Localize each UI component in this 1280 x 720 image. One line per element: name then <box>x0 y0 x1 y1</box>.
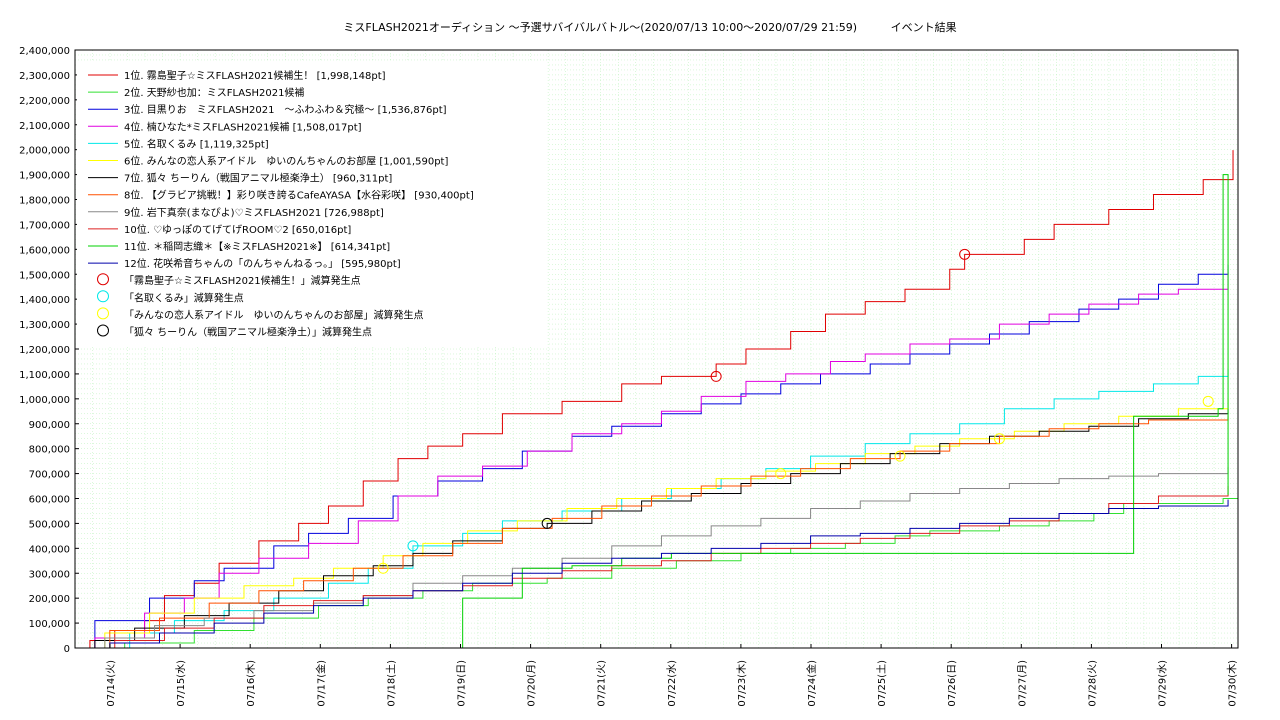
y-tick-label: 1,400,000 <box>19 295 70 306</box>
y-tick-label: 200,000 <box>29 594 70 605</box>
x-tick-label: 07/28(火) <box>1086 660 1098 707</box>
y-tick-label: 0 <box>64 644 70 655</box>
series-line-2 <box>75 493 1239 649</box>
y-tick-label: 1,000,000 <box>19 395 70 406</box>
chart-title-text: ミスFLASH2021オーディション 〜予選サバイバルバトル〜(2020/07/… <box>343 20 857 34</box>
legend-entry: 8位. 【グラビア挑戦！】彩り咲き誇るCafeAYASA【水谷彩咲】 [930,… <box>124 189 474 202</box>
x-tick-label: 07/27(月) <box>1016 660 1028 707</box>
chart-title-suffix: イベント結果 <box>891 20 957 34</box>
reduction-marker <box>1202 395 1214 407</box>
x-tick-label: 07/23(木) <box>736 660 748 707</box>
legend-entry: 5位. 名取くるみ [1,119,325pt] <box>124 137 269 150</box>
x-tick-label: 07/17(金) <box>314 660 327 707</box>
legend-entry: 6位. みんなの恋人系アイドル ゆいのんちゃんのお部屋 [1,001,590pt… <box>124 155 448 168</box>
y-tick-label: 1,900,000 <box>19 171 70 182</box>
series-layer <box>75 150 1239 649</box>
y-tick-label: 900,000 <box>29 420 70 431</box>
legend-marker <box>97 290 109 303</box>
y-tick-label: 800,000 <box>29 445 70 456</box>
reduction-marker <box>407 540 419 552</box>
legend: 1位. 霧島聖子☆ミスFLASH2021候補生！ [1,998,148pt] 2位… <box>77 62 547 346</box>
legend-marker-entry: 「霧島聖子☆ミスFLASH2021候補生！」減算発生点 <box>124 274 361 287</box>
y-tick-label: 2,200,000 <box>19 96 70 107</box>
legend-entry: 12位. 花咲希音ちゃんの「のんちゃんねるっ。」 [595,980pt] <box>124 257 401 270</box>
x-tick-label: 07/19(日) <box>457 660 468 707</box>
reduction-marker <box>541 517 553 529</box>
y-tick-label: 1,100,000 <box>19 370 70 381</box>
y-tick-label: 1,700,000 <box>19 220 70 231</box>
y-tick-label: 300,000 <box>29 569 70 580</box>
x-tick-label: 07/15(水) <box>175 660 187 707</box>
series-line-10 <box>75 486 1229 649</box>
y-tick-label: 2,400,000 <box>19 46 70 57</box>
legend-marker-entry: 「みんなの恋人系アイドル ゆいのんちゃんのお部屋」減算発生点 <box>124 308 424 321</box>
legend-box <box>77 62 547 346</box>
y-tick-label: 700,000 <box>29 470 70 481</box>
legend-marker-entry: 「狐々 ちーりん（戦国アニマル極楽浄土）」減算発生点 <box>124 326 372 339</box>
x-tick-label: 07/29(水) <box>1157 660 1169 707</box>
reduction-marker <box>894 450 906 462</box>
legend-marker <box>97 307 109 320</box>
y-tick-label: 400,000 <box>29 544 70 555</box>
x-tick-label: 07/25(土) <box>875 660 888 707</box>
legend-entry: 1位. 霧島聖子☆ミスFLASH2021候補生！ [1,998,148pt] <box>124 69 386 82</box>
reduction-marker <box>993 433 1005 445</box>
x-tick-label: 07/18(土) <box>384 660 397 707</box>
reduction-marker <box>775 468 787 480</box>
y-tick-label: 1,600,000 <box>19 245 70 256</box>
y-tick-label: 1,500,000 <box>19 270 70 281</box>
x-tick-label: 07/21(火) <box>596 660 608 707</box>
x-tick-label: 07/14(火) <box>105 660 117 707</box>
legend-entry: 2位. 天野紗也加：ミスFLASH2021候補 <box>124 86 304 99</box>
legend-entry: 10位. ♡ゆっぽのてげてげROOM♡2 [650,016pt] <box>124 223 351 236</box>
y-tick-label: 2,300,000 <box>19 71 70 82</box>
series-line-1 <box>75 150 1234 649</box>
x-tick-label: 07/20(月) <box>526 660 538 707</box>
legend-entry: 4位. 楠ひなた*ミスFLASH2021候補 [1,508,017pt] <box>124 120 362 133</box>
series-line-8 <box>75 416 1229 649</box>
x-tick-label: 07/26(日) <box>947 660 958 707</box>
y-tick-label: 2,000,000 <box>19 146 70 157</box>
y-tick-label: 1,200,000 <box>19 345 70 356</box>
reduction-marker <box>959 248 971 260</box>
legend-marker <box>97 273 109 286</box>
markers-layer <box>377 248 1214 574</box>
legend-marker-entry: 「名取くるみ」減算発生点 <box>124 291 244 304</box>
series-line-12 <box>75 499 1229 649</box>
y-tick-label: 500,000 <box>29 519 70 530</box>
x-tick-label: 07/22(水) <box>666 660 678 707</box>
x-tick-label: 07/16(木) <box>245 660 257 707</box>
series-line-6 <box>75 398 1229 649</box>
legend-entry: 3位. 目黒りお ミスFLASH2021 〜ふわふわ＆究極〜 [1,536,87… <box>124 103 447 116</box>
x-tick-label: 07/30(木) <box>1227 660 1239 707</box>
y-tick-label: 100,000 <box>29 619 70 630</box>
y-tick-label: 1,300,000 <box>19 320 70 331</box>
series-line-11 <box>452 174 1229 649</box>
reduction-marker <box>377 562 389 574</box>
legend-marker <box>97 324 109 337</box>
y-tick-label: 1,800,000 <box>19 196 70 207</box>
legend-entry: 7位. 狐々 ちーりん（戦国アニマル極楽浄土） [960,311pt] <box>124 172 392 185</box>
series-line-9 <box>75 466 1229 649</box>
legend-entry: 9位. 岩下真奈(まなぴよ)♡ミスFLASH2021 [726,988pt] <box>124 206 384 219</box>
y-tick-label: 600,000 <box>29 495 70 506</box>
x-tick-label: 07/24(金) <box>805 660 818 707</box>
series-line-4 <box>75 272 1229 649</box>
legend-entry: 11位. ＊稲岡志織＊【※ミスFLASH2021※】 [614,341pt] <box>124 240 390 253</box>
y-tick-label: 2,100,000 <box>19 121 70 132</box>
reduction-marker <box>710 370 722 382</box>
chart-title: ミスFLASH2021オーディション 〜予選サバイバルバトル〜(2020/07/… <box>343 20 956 34</box>
